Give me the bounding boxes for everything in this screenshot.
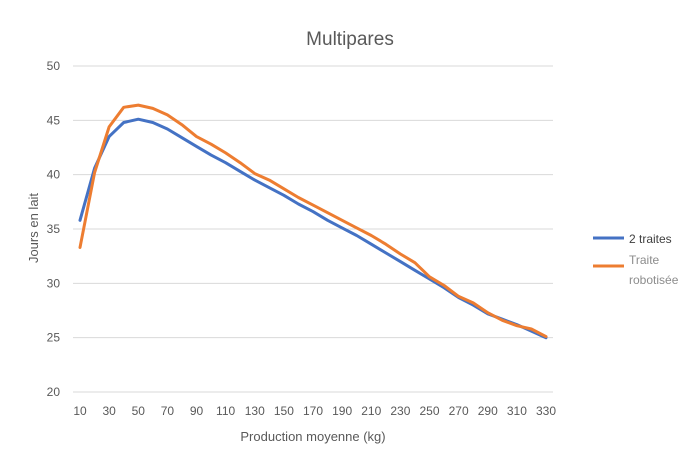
x-tick-label: 310 [507,404,527,418]
x-tick-label: 210 [361,404,381,418]
y-tick-label: 25 [47,331,61,345]
y-tick-label: 40 [47,168,61,182]
x-axis-ticks: 10 30 50 70 90 110 130 150 170 190 210 230 250 270 290… [73,404,556,418]
x-tick-label: 150 [274,404,294,418]
x-tick-label: 70 [161,404,175,418]
x-tick-label: 30 [102,404,116,418]
x-axis-label: Production moyenne (kg) [240,429,385,444]
series-line-0 [78,117,548,340]
y-axis-label: Jours en lait [26,193,41,263]
x-tick-label: 110 [216,404,235,418]
y-tick-label: 30 [47,276,61,290]
chart-title: Multipares [306,29,394,50]
y-tick-label: 35 [47,222,61,236]
x-tick-label: 270 [449,404,469,418]
x-tick-label: 330 [536,404,556,418]
legend-label-traite-robotisee: Traite robotisée [629,253,679,287]
x-tick-label: 190 [332,404,352,418]
legend-label-2-traites: 2 traites [629,232,672,246]
y-tick-label: 45 [47,113,61,127]
x-tick-label: 290 [478,404,498,418]
gridlines [73,65,553,393]
x-tick-label: 230 [390,404,410,418]
x-tick-label: 130 [245,404,265,418]
x-tick-label: 10 [73,404,87,418]
y-axis-ticks: 20 25 30 35 40 45 50 [47,59,61,399]
x-tick-label: 90 [190,404,204,418]
y-tick-label: 50 [47,59,61,73]
x-tick-label: 250 [419,404,439,418]
x-tick-label: 50 [132,404,146,418]
series-lines [78,103,548,340]
series-line-1 [78,103,548,339]
legend: 2 traites Traite robotisée [593,232,679,287]
x-tick-label: 170 [303,404,323,418]
y-tick-label: 20 [47,385,61,399]
